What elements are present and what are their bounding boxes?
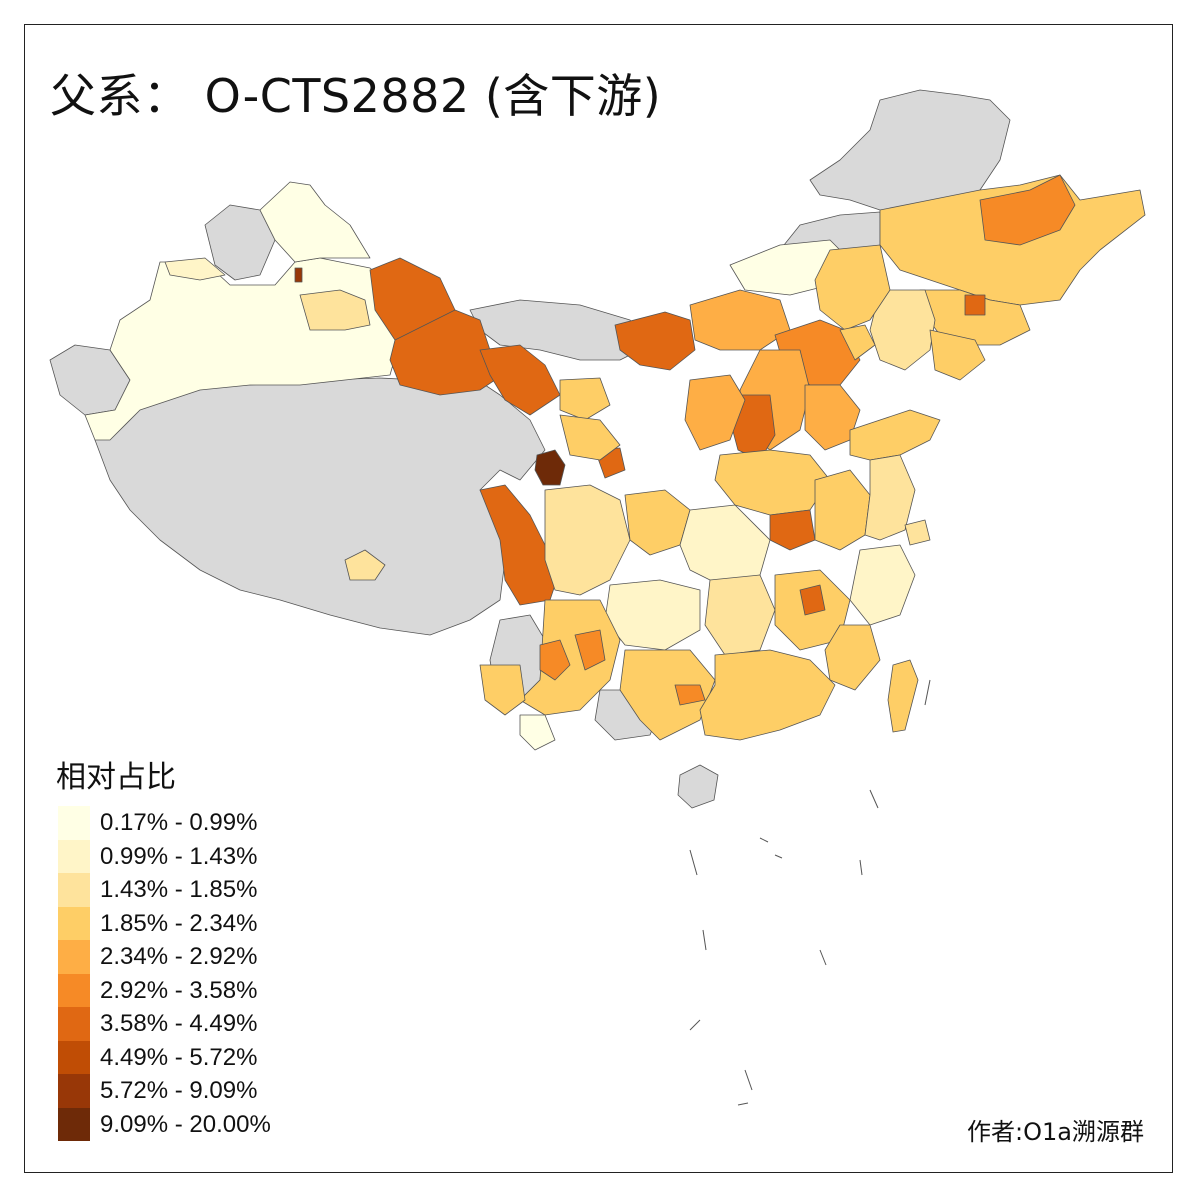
legend-swatch xyxy=(58,1007,90,1041)
region-sichuan xyxy=(544,484,631,596)
legend-title: 相对占比 xyxy=(56,760,176,795)
region-tibet-qinghai-nodata xyxy=(94,374,546,636)
region-yunnan xyxy=(519,599,621,716)
region-yunnan-xishuangbanna xyxy=(519,714,556,751)
region-gansu-mid xyxy=(559,414,621,461)
region-xinjiang-tarbagatai xyxy=(164,257,226,281)
legend-label: 1.43% - 1.85% xyxy=(100,876,258,903)
legend-label: 5.72% - 9.09% xyxy=(100,1077,258,1104)
region-hexi xyxy=(479,344,561,416)
region-shaanxi-north xyxy=(684,374,746,451)
region-xinjiang-north xyxy=(259,181,371,263)
legend-swatch xyxy=(58,906,90,940)
legend-label: 4.49% - 5.72% xyxy=(100,1043,258,1071)
region-beijing xyxy=(839,324,876,361)
region-jiangxi-ganzhou xyxy=(799,584,826,616)
legend-label: 3.58% - 4.49% xyxy=(100,1010,258,1037)
legend-swatch xyxy=(58,806,90,840)
region-yunnan-south xyxy=(479,664,526,716)
south-china-sea-islands xyxy=(689,679,931,1106)
legend-label: 2.92% - 3.58% xyxy=(100,976,258,1004)
region-inner-mongolia-west xyxy=(614,311,696,371)
region-heilongjiang-mid xyxy=(979,174,1076,246)
region-liaoning xyxy=(869,289,936,371)
region-shanghai xyxy=(904,519,931,546)
region-ningxia xyxy=(559,377,611,421)
region-gansu-nodata xyxy=(469,299,651,361)
region-anhui xyxy=(814,469,871,551)
legend-swatch xyxy=(58,973,90,1007)
region-xinjiang-changji xyxy=(299,289,371,331)
author-credit: 作者:O1a溯源群 xyxy=(967,1118,1144,1146)
map-title: 父系： O-CTS2882 (含下游) xyxy=(50,69,662,123)
legend-swatch xyxy=(58,839,90,873)
region-liaoning-east xyxy=(929,329,986,381)
legend-swatch xyxy=(58,940,90,974)
legend-label: 0.17% - 0.99% xyxy=(100,809,258,836)
region-hubei xyxy=(679,504,771,586)
region-fujian xyxy=(824,624,881,691)
region-hainan-nodata xyxy=(677,764,719,809)
region-tibet-lhasa xyxy=(344,549,386,581)
region-shandong xyxy=(849,409,941,461)
legend-swatch xyxy=(58,1040,90,1074)
region-xinjiang-urumqi xyxy=(294,267,303,283)
region-qinghai-haidong xyxy=(534,449,566,486)
region-jilin-changchun xyxy=(964,294,986,316)
region-taiwan xyxy=(887,659,919,733)
region-guangxi-south xyxy=(674,684,706,706)
region-inner-mongolia-mid xyxy=(689,289,791,351)
legend-label: 0.99% - 1.43% xyxy=(100,842,258,870)
region-guangxi xyxy=(619,649,716,741)
legend-swatch xyxy=(58,1074,90,1108)
region-hunan xyxy=(704,574,776,656)
region-yunnan-qujing xyxy=(574,629,606,671)
region-yunnan-kunming xyxy=(539,639,571,681)
region-heilongjiang-north-nodata xyxy=(809,89,1011,216)
region-inner-mongolia-east xyxy=(814,244,891,331)
legend-swatch xyxy=(58,1107,90,1141)
legend-label: 1.85% - 2.34% xyxy=(100,909,258,937)
region-guangdong xyxy=(699,649,836,741)
legend-label: 9.09% - 20.00% xyxy=(100,1110,271,1138)
region-henan-mid xyxy=(769,509,816,551)
region-xinjiang-north-nodata xyxy=(204,204,276,281)
region-zhejiang xyxy=(849,544,916,626)
legend-label: 2.34% - 2.92% xyxy=(100,943,258,970)
legend-swatch xyxy=(58,873,90,907)
region-jiangsu xyxy=(864,454,916,541)
